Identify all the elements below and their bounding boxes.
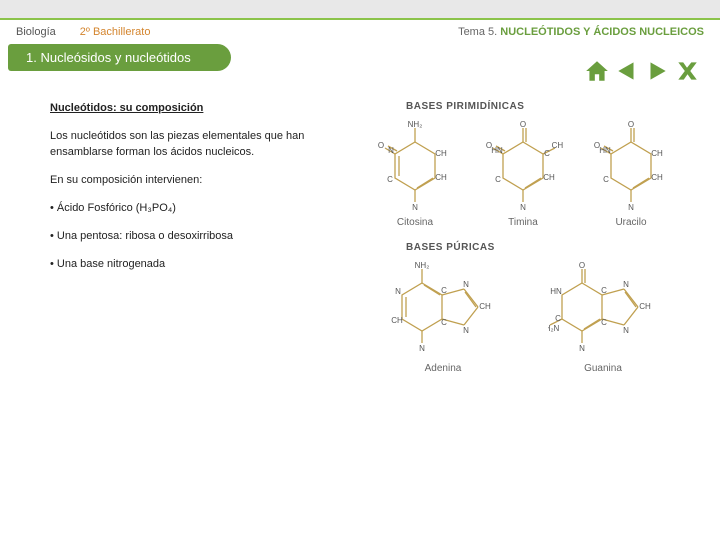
- timina-name: Timina: [483, 217, 563, 228]
- lbl-ch: CH: [543, 173, 555, 182]
- lbl-c: C: [603, 175, 609, 184]
- lbl-hn: HN: [599, 146, 611, 155]
- lbl-n: N: [388, 146, 394, 155]
- paragraph-1: Los nucleótidos son las piezas elemental…: [50, 129, 330, 161]
- lbl-ch: CH: [639, 302, 651, 311]
- citosina-structure: NH₂ N CH O CH C N Citosina: [375, 118, 455, 228]
- lbl-o: O: [520, 120, 526, 129]
- citosina-name: Citosina: [375, 217, 455, 228]
- pyrimidine-label: BASES PIRIMIDÍNICAS: [406, 101, 700, 112]
- section-tab: 1. Nucleósidos y nucleótidos: [8, 44, 231, 71]
- level-label: 2º Bachillerato: [80, 26, 151, 38]
- right-column: BASES PIRIMIDÍNICAS NH₂ N: [346, 101, 700, 374]
- lbl-n: N: [579, 344, 585, 353]
- tema-title: NUCLEÓTIDOS Y ÁCIDOS NUCLEICOS: [500, 26, 704, 38]
- bullet-1: • Ácido Fosfórico (H₃PO₄): [50, 201, 330, 217]
- tema-prefix: Tema 5.: [458, 26, 497, 38]
- lbl-ch: CH: [651, 149, 663, 158]
- purine-label: BASES PÚRICAS: [406, 242, 700, 253]
- lbl-o: O: [486, 141, 492, 150]
- lbl-c: C: [555, 314, 561, 323]
- lbl-nh2: NH₂: [415, 261, 430, 270]
- guanina-name: Guanina: [548, 363, 658, 374]
- home-icon[interactable]: [584, 58, 610, 89]
- lbl-o: O: [594, 141, 600, 150]
- lbl-n: N: [395, 287, 401, 296]
- lbl-n: N: [463, 280, 469, 289]
- lbl-ch3: CH₃: [552, 141, 563, 150]
- adenina-name: Adenina: [388, 363, 498, 374]
- lbl-c: C: [601, 286, 607, 295]
- left-column: Nucleótidos: su composición Los nucleóti…: [50, 101, 330, 374]
- lbl-hn: HN: [550, 287, 562, 296]
- purine-row: NH₂ N C N CH N CH C N Adenina: [346, 259, 700, 374]
- lbl-n: N: [520, 203, 526, 212]
- lbl-n: N: [419, 344, 425, 353]
- uracilo-name: Uracilo: [591, 217, 671, 228]
- tema-label: Tema 5. NUCLEÓTIDOS Y ÁCIDOS NUCLEICOS: [458, 26, 704, 38]
- paragraph-2: En su composición intervienen:: [50, 173, 330, 189]
- bullet-2: • Una pentosa: ribosa o desoxirribosa: [50, 229, 330, 245]
- next-icon[interactable]: [644, 58, 670, 89]
- lbl-h2n: H₂N: [548, 324, 560, 333]
- heading: Nucleótidos: su composición: [50, 101, 330, 117]
- lbl-n: N: [623, 326, 629, 335]
- lbl-n: N: [628, 203, 634, 212]
- lbl-o: O: [628, 120, 634, 129]
- lbl-ch: CH: [435, 173, 447, 182]
- lbl-c: C: [387, 175, 393, 184]
- bullet-3: • Una base nitrogenada: [50, 257, 330, 273]
- guanina-structure: O HN C N CH N H₂N C C N Guanina: [548, 259, 658, 374]
- lbl-ch: CH: [435, 149, 447, 158]
- uracilo-structure: O HN CH O CH C N Uracilo: [591, 118, 671, 228]
- lbl-c: C: [544, 149, 550, 158]
- lbl-c: C: [441, 286, 447, 295]
- pyrimidine-row: NH₂ N CH O CH C N Citosina: [346, 118, 700, 228]
- timina-structure: O HN C CH₃ O CH C N Timina: [483, 118, 563, 228]
- adenina-structure: NH₂ N C N CH N CH C N Adenina: [388, 259, 498, 374]
- lbl-o: O: [378, 141, 384, 150]
- lbl-n: N: [463, 326, 469, 335]
- lbl-ch: CH: [479, 302, 491, 311]
- lbl-o: O: [579, 261, 585, 270]
- nav-icons: [584, 58, 700, 89]
- subject-label: Biología: [16, 26, 56, 38]
- lbl-c: C: [441, 318, 447, 327]
- prev-icon[interactable]: [614, 58, 640, 89]
- lbl-nh2: NH₂: [408, 120, 423, 129]
- lbl-c: C: [601, 318, 607, 327]
- lbl-ch: CH: [391, 316, 403, 325]
- lbl-n: N: [412, 203, 418, 212]
- content: Nucleótidos: su composición Los nucleóti…: [0, 71, 720, 384]
- lbl-ch: CH: [651, 173, 663, 182]
- lbl-n: N: [623, 280, 629, 289]
- header: Biología 2º Bachillerato Tema 5. NUCLEÓT…: [0, 20, 720, 42]
- top-strip: [0, 0, 720, 18]
- lbl-hn: HN: [491, 146, 503, 155]
- lbl-c: C: [495, 175, 501, 184]
- close-icon[interactable]: [674, 58, 700, 89]
